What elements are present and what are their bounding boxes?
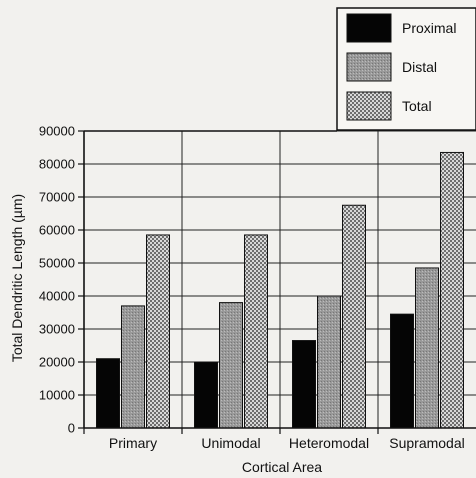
bar-proximal-primary xyxy=(96,358,120,429)
x-category-label: Primary xyxy=(109,435,157,451)
bar-proximal-heteromodal xyxy=(292,340,316,429)
x-category-label: Heteromodal xyxy=(289,435,369,451)
bar-distal-heteromodal xyxy=(317,295,341,429)
legend-swatch-total xyxy=(346,91,392,121)
y-axis-title: Total Dendritic Length (µm) xyxy=(9,194,25,362)
bar-total-primary xyxy=(146,234,170,429)
bar-total-unimodal xyxy=(244,234,268,429)
x-axis-title: Cortical Area xyxy=(242,459,322,475)
bar-distal-unimodal xyxy=(219,302,243,429)
y-tick-label: 30000 xyxy=(39,322,75,337)
y-tick-label: 20000 xyxy=(39,355,75,370)
x-category-label: Unimodal xyxy=(201,435,260,451)
y-tick-label: 90000 xyxy=(39,124,75,139)
y-tick-label: 50000 xyxy=(39,256,75,271)
legend-label-distal: Distal xyxy=(402,59,437,75)
bar-proximal-unimodal xyxy=(194,361,218,429)
y-tick-label: 40000 xyxy=(39,289,75,304)
y-tick-label: 10000 xyxy=(39,388,75,403)
legend: Proximal Distal Total xyxy=(336,7,476,131)
x-axis-categories: Primary Unimodal Heteromodal Supramodal xyxy=(83,428,465,451)
bar-total-heteromodal xyxy=(342,204,366,429)
x-category-label: Supramodal xyxy=(389,435,465,451)
y-tick-label: 70000 xyxy=(39,190,75,205)
legend-swatch-proximal xyxy=(346,13,392,43)
bar-distal-primary xyxy=(121,305,145,429)
y-axis-ticks: 0 10000 20000 30000 40000 50000 60000 70000 8000… xyxy=(39,124,84,436)
y-tick-label: 80000 xyxy=(39,157,75,172)
legend-label-proximal: Proximal xyxy=(402,20,456,36)
y-tick-label: 60000 xyxy=(39,223,75,238)
y-tick-label: 0 xyxy=(68,421,75,436)
bar-proximal-supramodal xyxy=(390,313,414,429)
legend-label-total: Total xyxy=(402,98,432,114)
legend-swatch-distal xyxy=(346,52,392,82)
bar-distal-supramodal xyxy=(415,267,439,429)
bar-total-supramodal xyxy=(440,151,464,429)
